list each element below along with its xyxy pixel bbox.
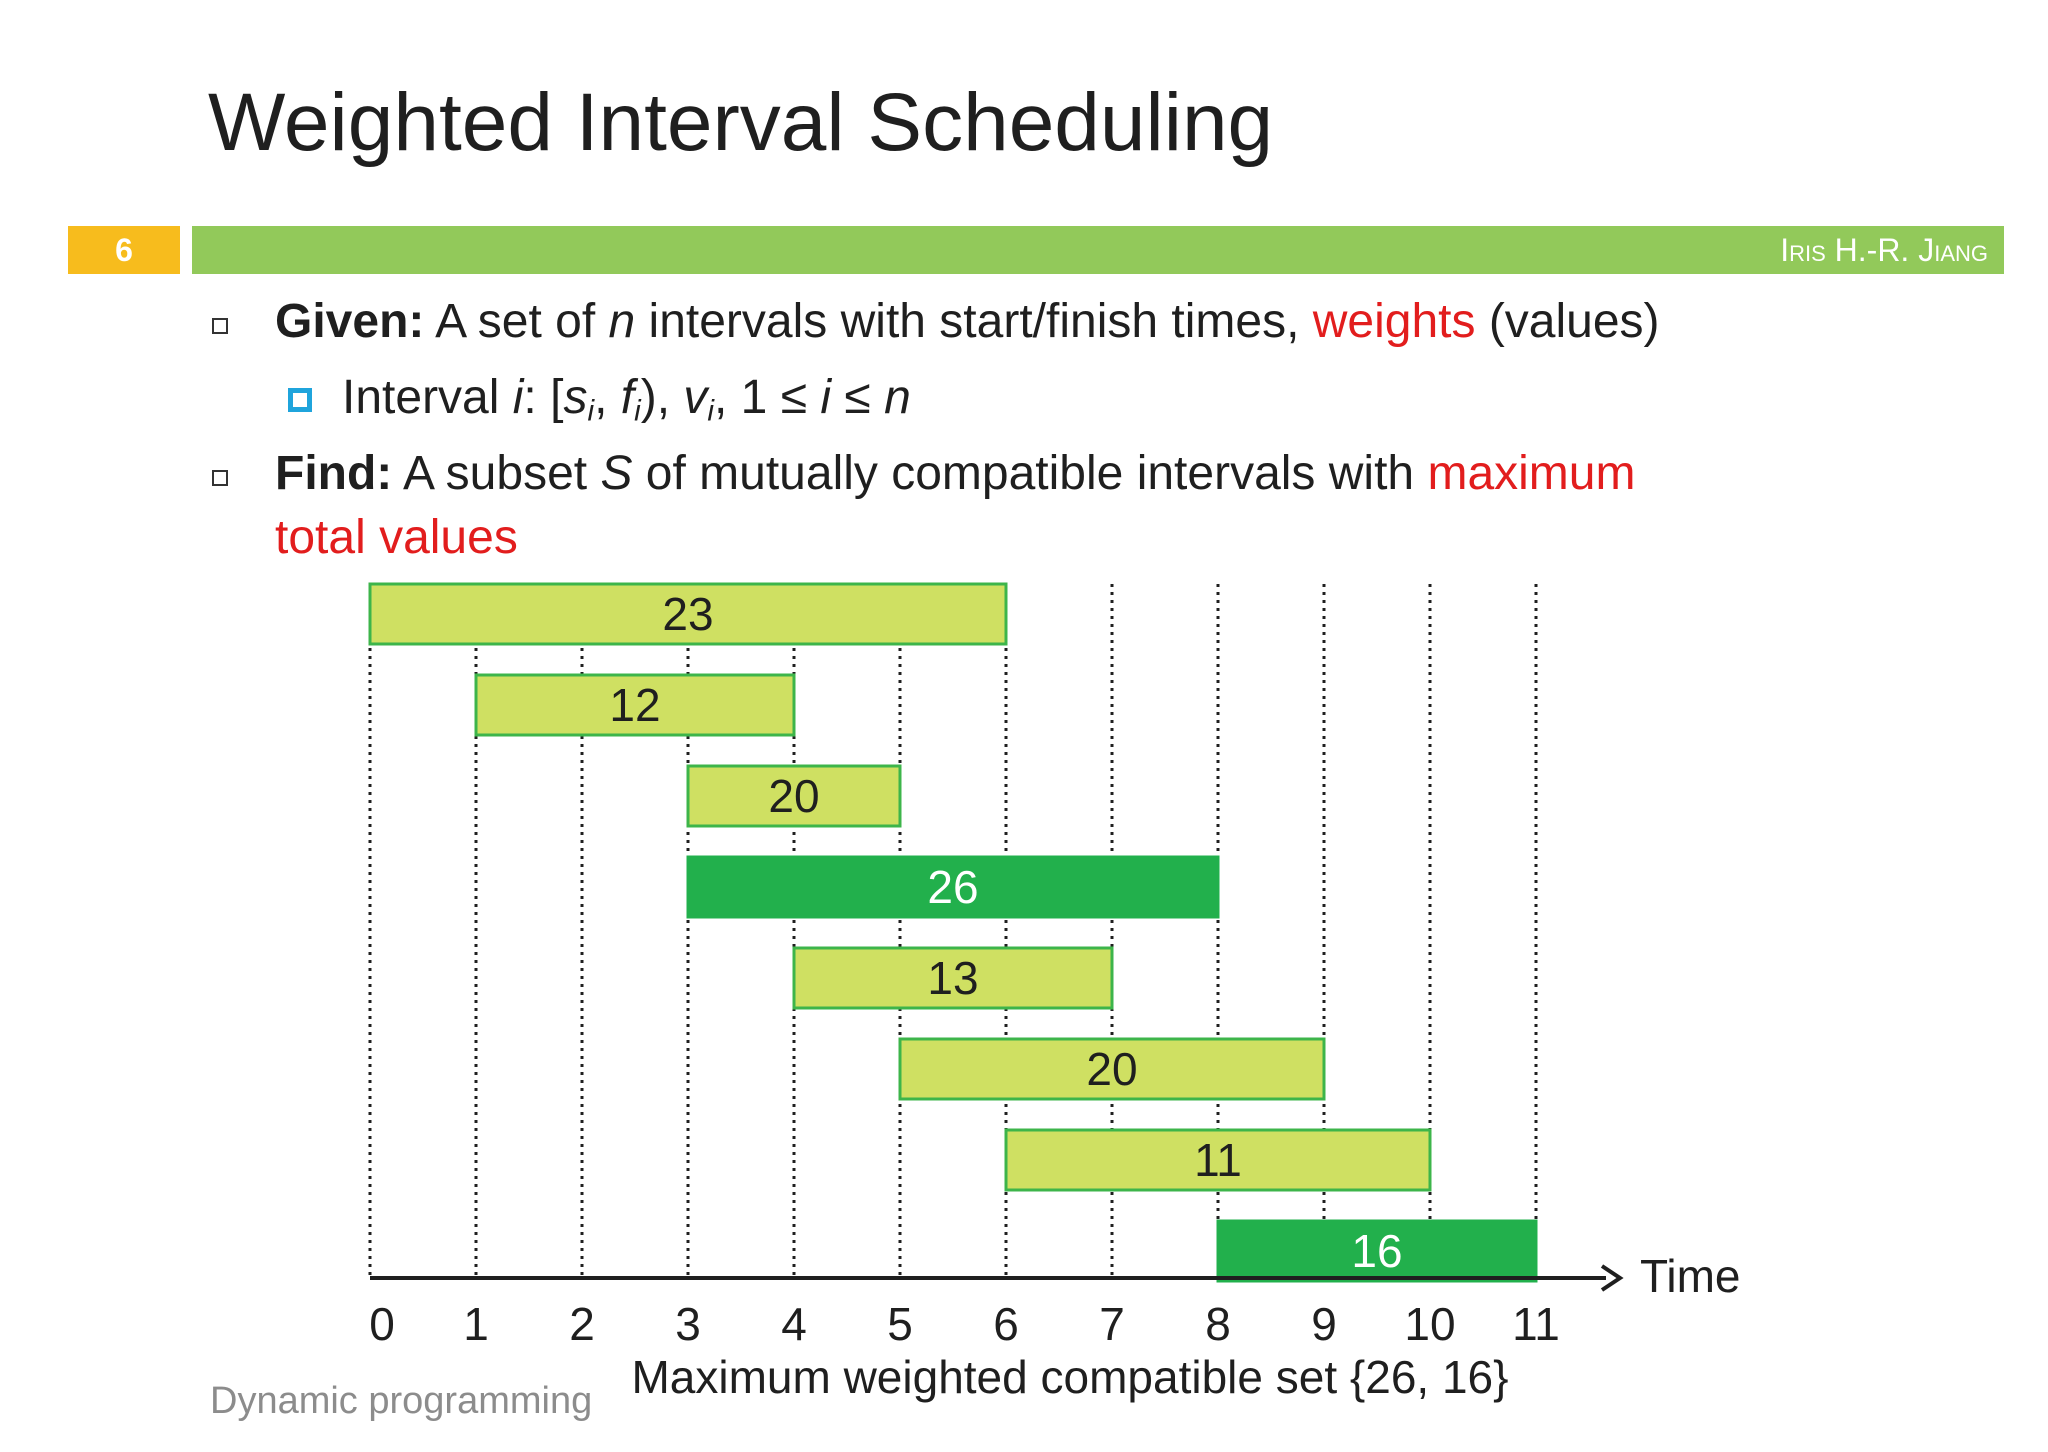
x-tick-label: 10 — [1404, 1298, 1455, 1350]
interval-cond-le: ≤ — [831, 371, 885, 424]
interval-definition: Interval i: [si, fi), vi, 1 ≤ i ≤ n — [342, 366, 911, 431]
interval-value-label: 12 — [609, 679, 660, 731]
x-tick-label: 1 — [463, 1298, 489, 1350]
interval-s-sub: i — [587, 394, 595, 428]
interval-s: s — [563, 371, 588, 424]
author-name: Iris H.-R. Jiang — [1780, 231, 1988, 268]
interval-value-label: 20 — [768, 770, 819, 822]
bullet-square-icon — [212, 470, 228, 486]
find-maximum: maximum — [1427, 447, 1636, 500]
given-text: A set of — [424, 295, 609, 348]
given-text-3: (values) — [1475, 295, 1660, 348]
interval-cond-n: n — [884, 371, 911, 424]
interval-comma: , — [594, 371, 621, 424]
sub-bullet-square-icon — [288, 388, 312, 412]
interval-close: ), — [640, 371, 684, 424]
interval-cond: , 1 ≤ — [713, 371, 821, 424]
interval-value-label: 23 — [662, 588, 713, 640]
find-bullet-continued: total values — [275, 511, 518, 564]
interval-i: i — [512, 371, 524, 424]
bullet-square-icon — [212, 318, 228, 334]
interval-colon: : [ — [523, 371, 564, 424]
x-tick-label: 7 — [1099, 1298, 1125, 1350]
footer-text: Dynamic programming — [210, 1380, 593, 1422]
x-tick-label: 4 — [781, 1298, 807, 1350]
interval-bar — [686, 764, 902, 828]
interval-bar — [792, 946, 1114, 1010]
given-bullet: Given: A set of n intervals with start/f… — [275, 290, 1660, 353]
find-label: Find: — [275, 447, 393, 500]
slide-number: 6 — [68, 226, 180, 274]
header-bar — [192, 226, 2004, 274]
selected-interval-bar — [1216, 1219, 1538, 1283]
interval-bar — [898, 1037, 1326, 1101]
interval-v: v — [683, 371, 708, 424]
x-tick-label: 5 — [887, 1298, 913, 1350]
axis-arrow-icon — [1600, 1264, 1624, 1292]
find-text: A subset — [392, 447, 601, 500]
interval-value-label: 26 — [927, 861, 978, 913]
x-tick-label: 11 — [1512, 1298, 1560, 1350]
interval-value-label: 13 — [927, 952, 978, 1004]
slide-title: Weighted Interval Scheduling — [208, 77, 1274, 168]
x-tick-label: 0 — [369, 1298, 395, 1350]
given-n: n — [608, 295, 636, 348]
chart-caption: Maximum weighted compatible set {26, 16} — [631, 1351, 1509, 1403]
interval-bar — [1004, 1128, 1432, 1192]
given-weights: weights — [1312, 295, 1476, 348]
interval-value-label: 16 — [1351, 1225, 1402, 1277]
x-tick-label: 6 — [993, 1298, 1019, 1350]
interval-f: f — [620, 371, 635, 424]
interval-bar — [368, 582, 1008, 646]
find-text-2: of mutually compatible intervals with — [632, 447, 1428, 500]
interval-cond-i: i — [820, 371, 832, 424]
find-S: S — [600, 447, 633, 500]
x-axis-label: Time — [1640, 1250, 1741, 1302]
find-bullet: Find: A subset S of mutually compatible … — [275, 442, 1635, 505]
given-label: Given: — [275, 295, 425, 348]
interval-v-sub: i — [707, 394, 714, 428]
interval-f-sub: i — [634, 394, 641, 428]
x-tick-label: 3 — [675, 1298, 701, 1350]
interval-word: Interval — [342, 371, 513, 424]
selected-interval-bar — [686, 855, 1220, 919]
x-tick-label: 9 — [1311, 1298, 1337, 1350]
interval-bar — [474, 673, 796, 737]
given-text-2: intervals with start/finish times, — [635, 295, 1313, 348]
interval-value-label: 11 — [1194, 1134, 1242, 1186]
interval-value-label: 20 — [1086, 1043, 1137, 1095]
x-tick-label: 8 — [1205, 1298, 1231, 1350]
x-tick-label: 2 — [569, 1298, 595, 1350]
